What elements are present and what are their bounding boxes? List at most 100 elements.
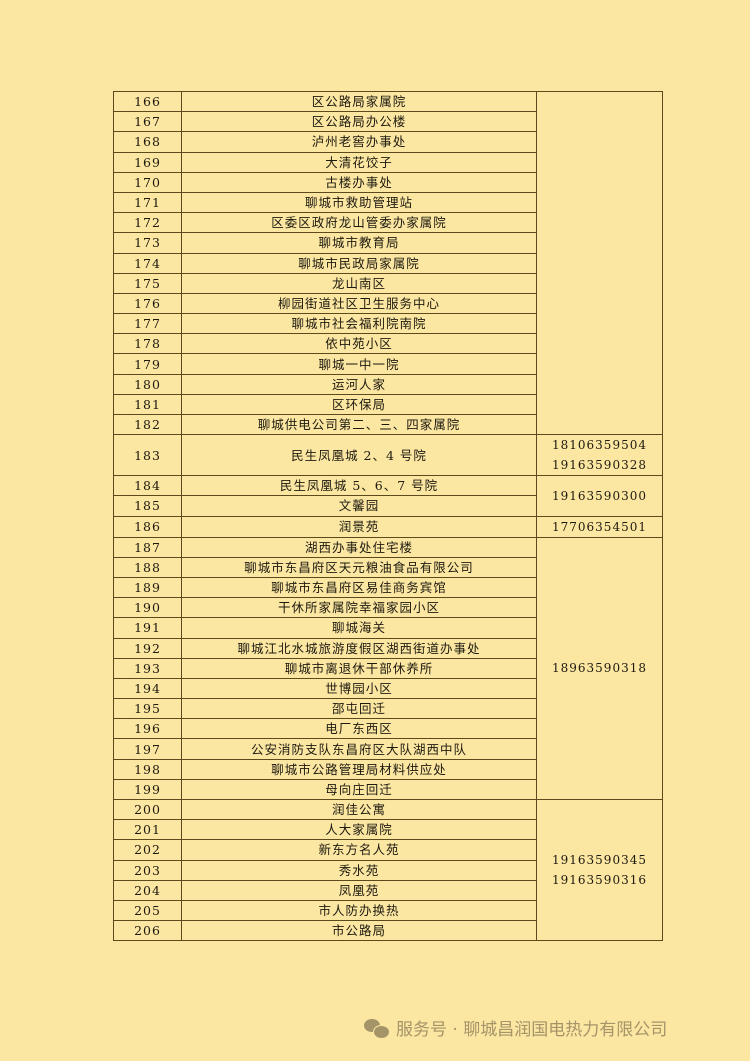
row-number: 185 [113, 495, 182, 517]
unit-name: 聊城市社会福利院南院 [181, 313, 537, 335]
unit-name: 民生凤凰城 5、6、7 号院 [181, 475, 537, 497]
unit-name: 聊城市东昌府区天元粮油食品有限公司 [181, 556, 537, 578]
row-number: 198 [113, 758, 182, 780]
unit-name: 公安消防支队东昌府区大队湖西中队 [181, 738, 537, 760]
unit-name: 运河人家 [181, 373, 537, 395]
unit-name: 新东方名人苑 [181, 839, 537, 861]
row-number: 175 [113, 272, 182, 294]
unit-name: 市人防办换热 [181, 899, 537, 922]
row-number: 206 [113, 920, 182, 942]
table-row: 194 世博园小区 [113, 677, 663, 700]
table-row: 187 湖西办事处住宅楼 18963590318 [113, 536, 663, 801]
row-number: 195 [113, 698, 182, 720]
table-row: 166 区公路局家属院 [113, 90, 663, 436]
table-row: 175 龙山南区 [113, 272, 663, 294]
phone-number: 18963590318 [552, 661, 647, 676]
row-number: 181 [113, 393, 182, 416]
table-row: 190 干休所家属院幸福家园小区 [113, 597, 663, 619]
row-number: 166 [113, 90, 182, 113]
row-number: 174 [113, 252, 182, 274]
table-row: 183 民生凤凰城 2、4 号院 18106359504 19163590328 [113, 434, 663, 477]
row-number: 186 [113, 515, 182, 538]
unit-name: 聊城江北水城旅游度假区湖西街道办事处 [181, 637, 537, 659]
unit-name: 柳园街道社区卫生服务中心 [181, 292, 537, 315]
unit-name: 母向庄回迁 [181, 778, 537, 801]
unit-name: 区公路局办公楼 [181, 111, 537, 133]
heating-contact-table: 166 区公路局家属院 167 区公路局办公楼 168 泸州老窖办事处 169 大清花饺子 17… [113, 90, 663, 942]
row-number: 171 [113, 191, 182, 214]
unit-name: 聊城市公路管理局材料供应处 [181, 758, 537, 780]
phone-cell: 18963590318 [536, 536, 663, 801]
table-row: 198 聊城市公路管理局材料供应处 [113, 758, 663, 780]
table-row: 197 公安消防支队东昌府区大队湖西中队 [113, 738, 663, 760]
phone-cell: 19163590300 [536, 475, 663, 517]
unit-name: 大清花饺子 [181, 151, 537, 173]
table-row: 193 聊城市离退休干部休养所 [113, 657, 663, 679]
row-number: 176 [113, 292, 182, 315]
phone-number: 19163590328 [552, 458, 647, 473]
row-number: 184 [113, 475, 182, 497]
row-number: 177 [113, 313, 182, 335]
phone-cell: 19163590345 19163590316 [536, 798, 663, 942]
unit-name: 区委区政府龙山管委办家属院 [181, 212, 537, 234]
phone-number: 19163590300 [552, 488, 647, 503]
row-number: 167 [113, 111, 182, 133]
row-number: 193 [113, 657, 182, 679]
row-number: 189 [113, 576, 182, 599]
row-number: 179 [113, 353, 182, 375]
row-number: 204 [113, 879, 182, 901]
unit-name: 秀水苑 [181, 859, 537, 881]
row-number: 170 [113, 171, 182, 193]
unit-name: 电厂东西区 [181, 718, 537, 740]
footer-watermark: 服务号 · 聊城昌润国电热力有限公司 [364, 1015, 667, 1040]
row-number: 192 [113, 637, 182, 659]
table-row: 192 聊城江北水城旅游度假区湖西街道办事处 [113, 637, 663, 659]
unit-name: 聊城市民政局家属院 [181, 252, 537, 274]
unit-name: 聊城市救助管理站 [181, 191, 537, 214]
row-number: 178 [113, 333, 182, 355]
row-number: 201 [113, 819, 182, 841]
row-number: 196 [113, 718, 182, 740]
unit-name: 湖西办事处住宅楼 [181, 536, 537, 558]
unit-name: 聊城一中一院 [181, 353, 537, 375]
unit-name: 人大家属院 [181, 819, 537, 841]
phone-number: 19163590316 [552, 873, 647, 888]
row-number: 187 [113, 536, 182, 558]
row-number: 182 [113, 413, 182, 436]
unit-name: 民生凤凰城 2、4 号院 [181, 434, 537, 477]
row-number: 169 [113, 151, 182, 173]
row-number: 180 [113, 373, 182, 395]
table-row: 177 聊城市社会福利院南院 [113, 313, 663, 335]
row-number: 190 [113, 597, 182, 619]
unit-name: 世博园小区 [181, 677, 537, 700]
unit-name: 文馨园 [181, 495, 537, 517]
table-row: 182 聊城供电公司第二、三、四家属院 [113, 413, 663, 436]
table-row: 201 人大家属院 [113, 819, 663, 841]
table-row: 186 润景苑 17706354501 [113, 515, 663, 538]
phone-cell: 17706354501 [536, 515, 663, 538]
phone-number: 17706354501 [552, 519, 647, 534]
row-number: 197 [113, 738, 182, 760]
unit-name: 市公路局 [181, 920, 537, 942]
table-row: 206 市公路局 [113, 920, 663, 942]
table-row: 188 聊城市东昌府区天元粮油食品有限公司 [113, 556, 663, 578]
unit-name: 干休所家属院幸福家园小区 [181, 597, 537, 619]
table-row: 195 邵屯回迁 [113, 698, 663, 720]
row-number: 194 [113, 677, 182, 700]
phone-number: 18106359504 [552, 438, 647, 453]
table-row: 176 柳园街道社区卫生服务中心 [113, 292, 663, 315]
unit-name: 聊城市东昌府区易佳商务宾馆 [181, 576, 537, 599]
unit-name: 聊城市离退休干部休养所 [181, 657, 537, 679]
table-row: 168 泸州老窖办事处 [113, 131, 663, 153]
unit-name: 区公路局家属院 [181, 90, 537, 113]
unit-name: 邵屯回迁 [181, 698, 537, 720]
table-row: 200 润佳公寓 19163590345 19163590316 [113, 798, 663, 942]
table-row: 185 文馨园 [113, 495, 663, 517]
table-row: 174 聊城市民政局家属院 [113, 252, 663, 274]
table-row: 189 聊城市东昌府区易佳商务宾馆 [113, 576, 663, 599]
row-number: 203 [113, 859, 182, 881]
row-number: 205 [113, 899, 182, 922]
phone-number: 19163590345 [552, 853, 647, 868]
unit-name: 聊城市教育局 [181, 232, 537, 254]
row-number: 200 [113, 798, 182, 821]
